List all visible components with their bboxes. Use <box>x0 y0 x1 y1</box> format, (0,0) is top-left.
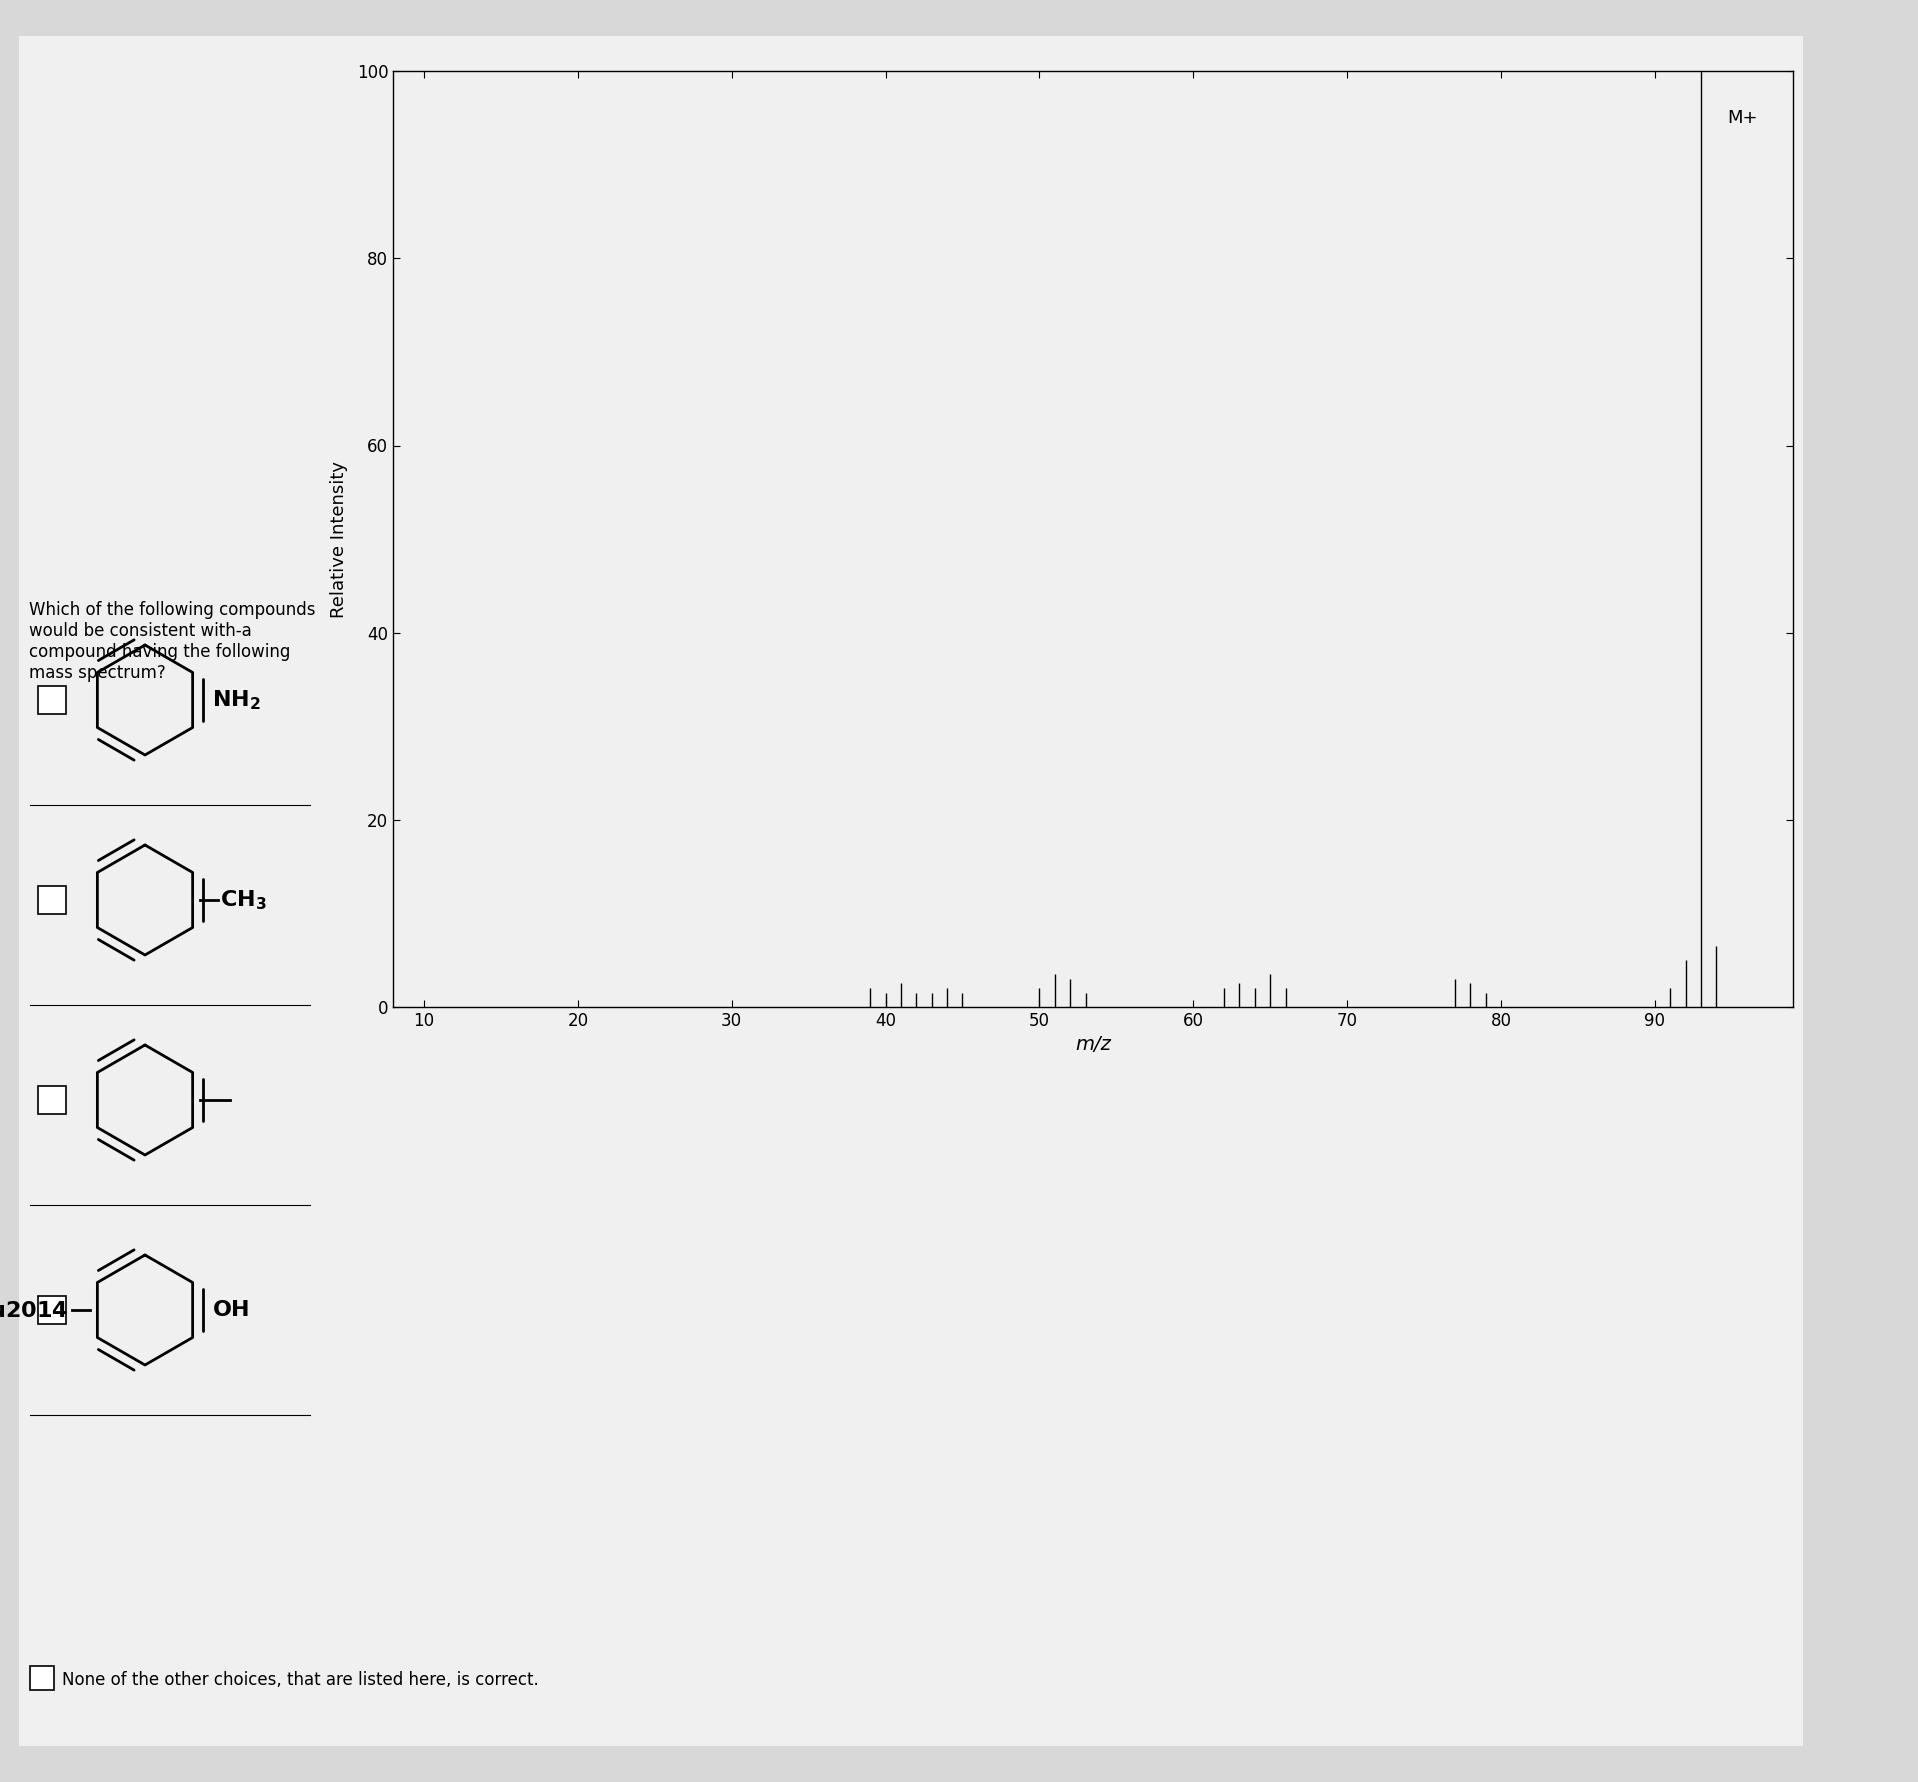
Text: $\mathregular{OH}$: $\mathregular{OH}$ <box>213 1301 249 1320</box>
Text: M+: M+ <box>1728 109 1757 127</box>
Bar <box>38 1085 65 1114</box>
Text: Which of the following compounds
would be consistent with‐a
compound having the : Which of the following compounds would b… <box>29 601 315 683</box>
Bar <box>38 686 65 715</box>
Text: $\mathregular{HO}$\u2014: $\mathregular{HO}$\u2014 <box>0 1299 67 1320</box>
X-axis label: m/z: m/z <box>1076 1035 1111 1055</box>
Bar <box>38 1296 65 1324</box>
Bar <box>31 1666 54 1689</box>
Text: None of the other choices, that are listed here, is correct.: None of the other choices, that are list… <box>61 1672 539 1689</box>
Text: $\mathregular{CH_3}$: $\mathregular{CH_3}$ <box>221 887 267 912</box>
Y-axis label: Relative Intensity: Relative Intensity <box>330 460 349 618</box>
Bar <box>38 886 65 914</box>
Text: $\mathregular{NH_2}$: $\mathregular{NH_2}$ <box>213 688 261 711</box>
